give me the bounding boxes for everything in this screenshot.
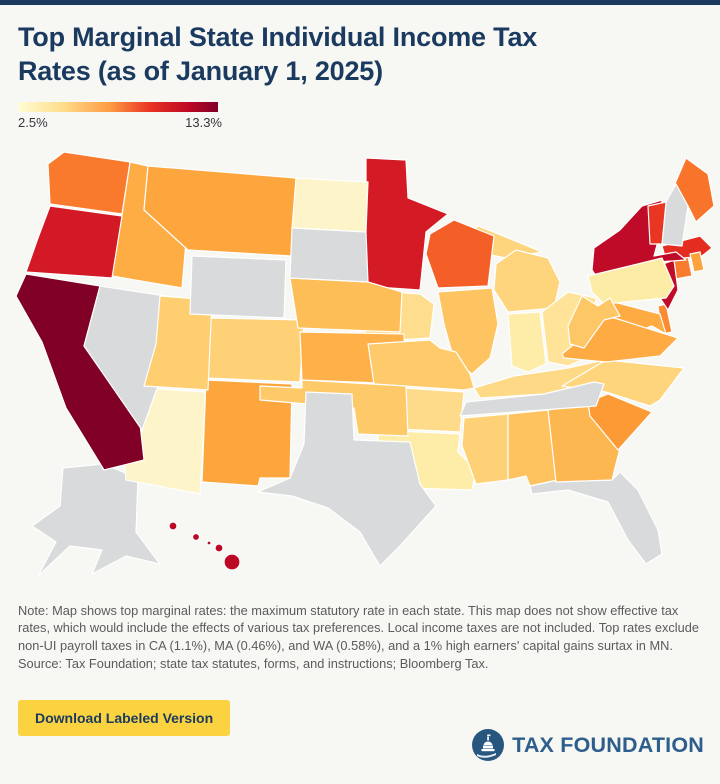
state-WA[interactable]	[47, 151, 131, 215]
page-title-line-1: Top Marginal State Individual Income Tax	[18, 22, 538, 52]
state-PA[interactable]	[587, 257, 675, 305]
legend-min-label: 2.5%	[18, 115, 48, 130]
state-VT[interactable]	[647, 201, 667, 245]
state-TN[interactable]	[459, 381, 605, 417]
source-text: Source: Tax Foundation; state tax statut…	[18, 656, 489, 672]
state-WI[interactable]	[425, 219, 495, 289]
tax-foundation-logo: TAX FOUNDATION	[471, 728, 704, 762]
state-FL[interactable]	[529, 471, 663, 565]
state-ND[interactable]	[291, 177, 369, 233]
state-NM[interactable]	[201, 379, 293, 487]
us-map-svg	[15, 151, 714, 577]
state-OK[interactable]	[259, 379, 409, 437]
footnote-block: Note: Map shows top marginal rates: the …	[18, 602, 708, 673]
state-SC[interactable]	[587, 393, 653, 451]
state-SD[interactable]	[289, 227, 369, 283]
state-WY[interactable]	[189, 255, 287, 319]
state-HI[interactable]	[223, 553, 241, 571]
color-gradient-bar	[18, 102, 218, 112]
page-title-line-2: Rates (as of January 1, 2025)	[18, 56, 383, 86]
legend-max-label: 13.3%	[185, 115, 222, 130]
legend-labels: 2.5% 13.3%	[18, 115, 222, 130]
state-MT[interactable]	[143, 165, 297, 257]
state-AK[interactable]	[31, 463, 161, 577]
state-CO[interactable]	[205, 317, 305, 383]
state-RI[interactable]	[689, 251, 705, 273]
top-accent-bar	[0, 0, 720, 5]
state-HI[interactable]	[206, 540, 212, 546]
color-scale-legend: 2.5% 13.3%	[18, 102, 238, 130]
state-WV[interactable]	[567, 295, 621, 349]
state-OR[interactable]	[25, 205, 123, 279]
logo-wordmark: TAX FOUNDATION	[512, 732, 704, 757]
state-NV[interactable]	[83, 285, 167, 431]
state-MS[interactable]	[461, 413, 509, 485]
state-MI[interactable]	[493, 249, 561, 313]
state-IN[interactable]	[507, 311, 547, 373]
download-labeled-version-button[interactable]: Download Labeled Version	[18, 700, 231, 736]
state-HI[interactable]	[168, 521, 178, 531]
state-HI[interactable]	[214, 543, 224, 553]
note-text: Note: Map shows top marginal rates: the …	[18, 603, 699, 653]
us-choropleth-map	[8, 146, 714, 594]
state-TX[interactable]	[257, 391, 437, 567]
page-title: Top Marginal State Individual Income Tax…	[18, 20, 702, 88]
state-HI[interactable]	[191, 532, 201, 542]
capitol-dome-icon	[472, 729, 505, 761]
